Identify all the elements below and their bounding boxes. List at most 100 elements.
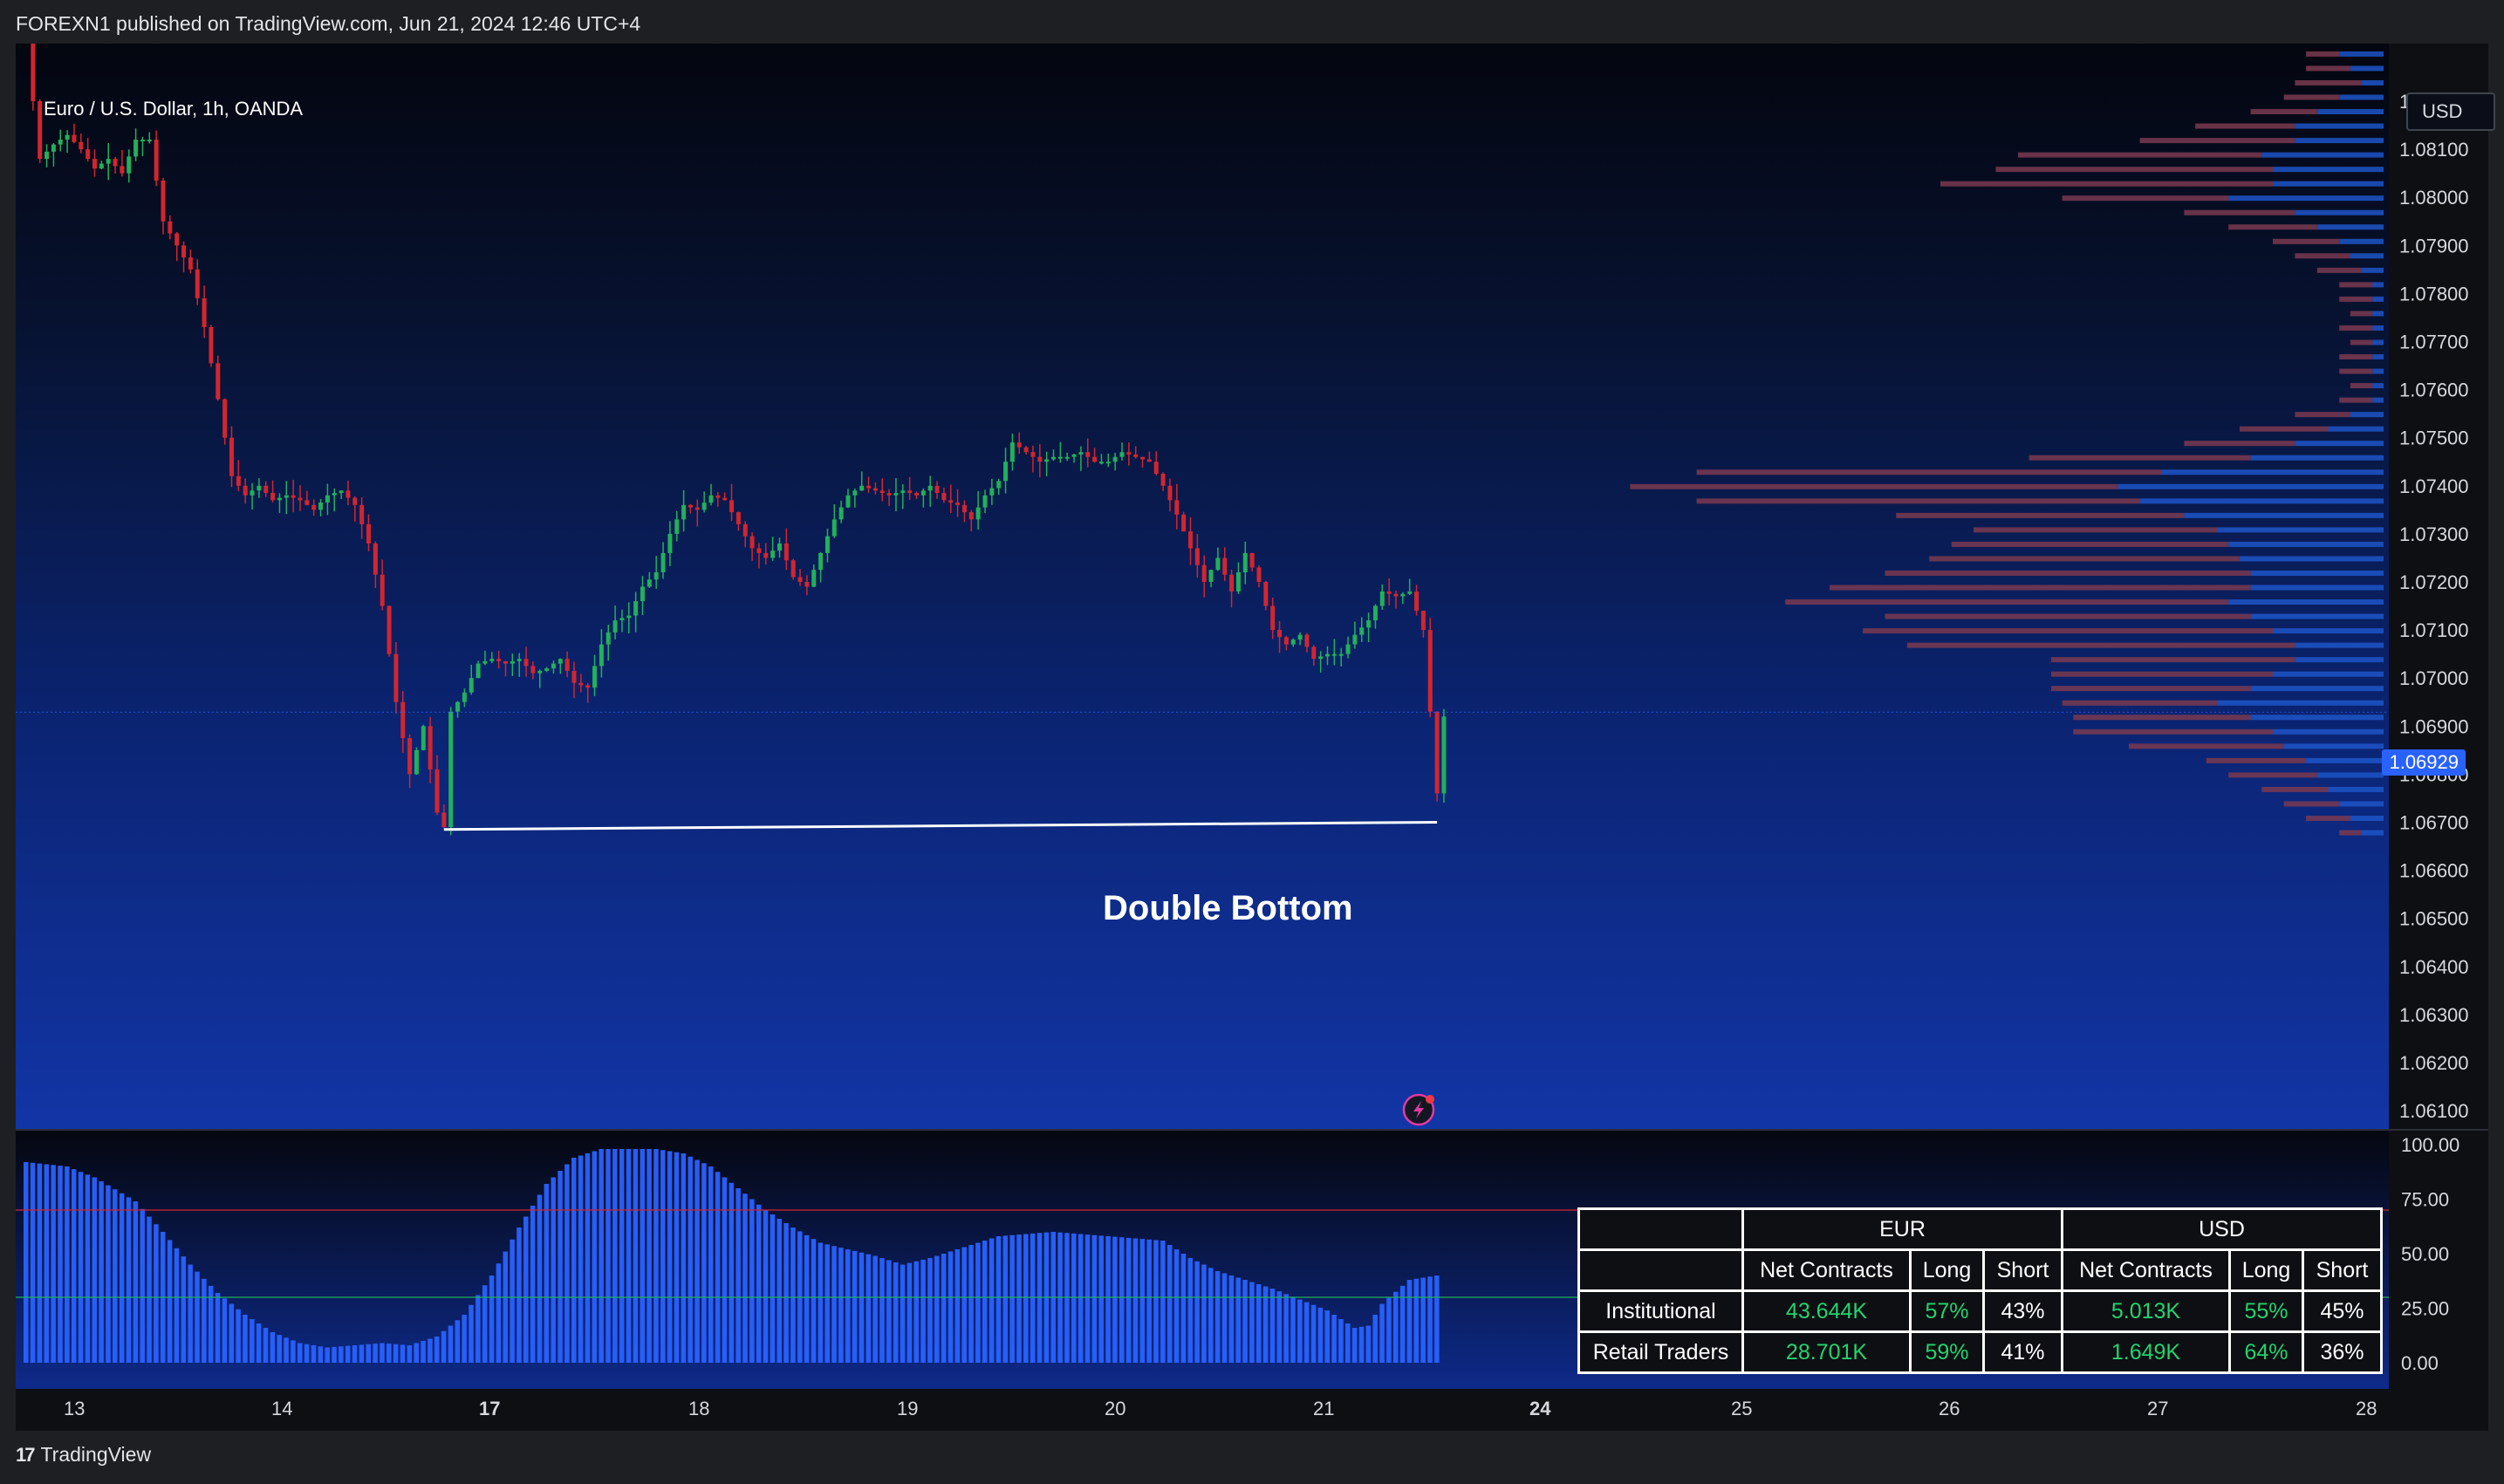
candle-body	[517, 659, 522, 661]
histogram-bar	[592, 1151, 598, 1363]
histogram-bar	[1358, 1326, 1365, 1363]
histogram-bar	[1125, 1237, 1132, 1363]
histogram-bar	[352, 1345, 358, 1363]
histogram-bar	[551, 1177, 556, 1363]
candle-body	[1338, 653, 1344, 656]
profile-bar-sell	[2184, 512, 2384, 518]
histogram-bar	[469, 1304, 474, 1363]
profile-bar-buy	[2339, 282, 2373, 288]
candle-body	[605, 632, 611, 645]
table-row: Retail Traders 28.701K 59% 41% 1.649K 64…	[1577, 1330, 2383, 1374]
brand[interactable]: 17 TradingView	[16, 1443, 151, 1467]
candle-body	[708, 495, 714, 503]
candle-body	[1105, 462, 1111, 464]
candle-body	[222, 399, 228, 438]
subheader-long: Long	[1909, 1248, 1985, 1292]
candle-body	[1249, 552, 1255, 568]
histogram-bar	[167, 1240, 173, 1363]
profile-bar-buy	[2283, 94, 2340, 100]
profile-bar-buy	[2239, 426, 2329, 432]
profile-bar-buy	[2250, 109, 2317, 115]
profile-bar-sell	[2306, 757, 2384, 763]
histogram-bar	[756, 1204, 762, 1363]
profile-bar-sell	[2316, 224, 2384, 230]
candle-body	[1229, 574, 1235, 592]
profile-bar-buy	[1896, 512, 2185, 518]
chart-frame[interactable]: 1.082001.081001.080001.079001.078001.077…	[16, 44, 2495, 1431]
profile-bar-sell	[2295, 441, 2384, 447]
double-bottom-trendline[interactable]	[443, 821, 1438, 831]
candle-body	[229, 437, 234, 476]
histogram-bar	[715, 1172, 721, 1363]
symbol-label: Euro / U.S. Dollar, 1h, OANDA	[44, 98, 304, 120]
lightning-icon[interactable]	[1402, 1093, 1435, 1126]
table-header-eur: EUR	[1741, 1207, 2063, 1251]
histogram-bar	[1173, 1249, 1180, 1363]
candle-body	[1016, 442, 1022, 448]
profile-bar-sell	[2295, 209, 2384, 215]
histogram-bar	[1331, 1315, 1337, 1363]
candles[interactable]	[31, 44, 1447, 836]
histogram-bar	[366, 1344, 371, 1363]
candle-body	[667, 533, 673, 553]
candle-body	[1064, 456, 1070, 459]
candle-body	[900, 490, 906, 494]
profile-bar-sell	[2250, 585, 2384, 591]
histogram-bar	[571, 1158, 577, 1363]
histogram-bar	[1413, 1278, 1420, 1363]
candle-body	[824, 536, 830, 553]
time-tick-label: 17	[479, 1398, 500, 1419]
currency-selector[interactable]: USD	[2406, 92, 2495, 131]
candle-body	[790, 560, 796, 578]
price-tick-label: 1.07800	[2399, 283, 2469, 304]
profile-bar-sell	[2283, 743, 2384, 749]
candle-body	[1318, 656, 1324, 660]
published-by-text: FOREXN1 published on TradingView.com, Ju…	[16, 12, 641, 35]
histogram-bar	[749, 1199, 755, 1363]
candle-body	[715, 495, 721, 498]
histogram-bar	[1023, 1234, 1029, 1363]
candle-body	[352, 497, 358, 505]
histogram-bar	[735, 1188, 741, 1363]
profile-bar-buy	[2339, 397, 2373, 403]
histogram-bar	[1153, 1240, 1159, 1363]
histogram-bar	[1317, 1307, 1324, 1363]
histogram-bar	[1139, 1239, 1146, 1363]
table-header-usd: USD	[2061, 1207, 2383, 1251]
candle-body	[161, 180, 166, 222]
histogram-bar	[523, 1216, 529, 1363]
histogram-bar	[913, 1261, 919, 1363]
candle-body	[325, 495, 330, 503]
candle-body	[140, 140, 145, 142]
candle-body	[1400, 593, 1406, 597]
profile-bar-sell	[2361, 267, 2384, 273]
histogram-bar	[804, 1234, 810, 1363]
table-cell: 36%	[2302, 1330, 2383, 1374]
histogram-bar	[1290, 1296, 1296, 1363]
histogram-bar	[291, 1340, 296, 1363]
histogram-bar	[1399, 1285, 1406, 1363]
candle-body	[332, 493, 337, 496]
candle-body	[58, 140, 63, 145]
candle-body	[106, 159, 111, 164]
candle-body	[838, 507, 844, 520]
candle-body	[893, 493, 899, 496]
profile-bar-sell	[2228, 195, 2384, 202]
histogram-bar	[640, 1149, 645, 1363]
histogram-bar	[1084, 1234, 1091, 1363]
subheader-short: Short	[2302, 1248, 2383, 1292]
histogram-bar	[564, 1164, 570, 1363]
histogram-bar	[1386, 1297, 1392, 1363]
profile-bar-sell	[2372, 354, 2384, 360]
profile-bar-buy	[2295, 412, 2350, 418]
histogram-bar	[78, 1172, 84, 1363]
candle-body	[482, 660, 488, 664]
candle-body	[393, 653, 399, 702]
candle-body	[1201, 564, 1207, 582]
candle-body	[318, 503, 324, 510]
candle-body	[612, 620, 618, 633]
profile-bar-sell	[2295, 123, 2384, 129]
profile-bar-buy	[1885, 570, 2251, 576]
profile-bar-buy	[1863, 628, 2273, 634]
indicator-tick-label: 0.00	[2401, 1352, 2439, 1374]
